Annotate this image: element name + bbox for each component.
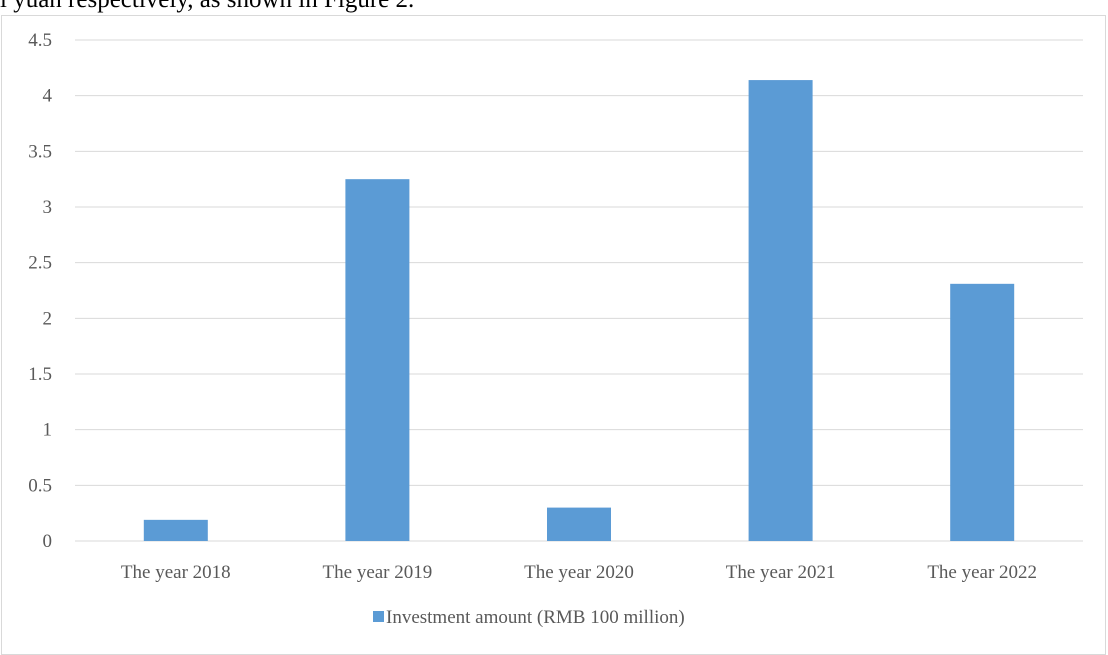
y-axis-tick-labels: 0 0.5 1 1.5 2 2.5 3 3.5 4 4.5 bbox=[28, 30, 52, 552]
y-tick-label: 2 bbox=[43, 308, 53, 329]
bar-the-year-2022 bbox=[950, 283, 1015, 541]
bar-the-year-2019 bbox=[345, 179, 410, 541]
y-tick-label: 4 bbox=[43, 86, 53, 107]
x-tick-label: The year 2019 bbox=[323, 562, 433, 583]
y-tick-label: 2.5 bbox=[28, 253, 52, 274]
y-tick-label: 1 bbox=[43, 420, 53, 441]
bar-the-year-2020 bbox=[547, 507, 611, 541]
x-tick-label: The year 2018 bbox=[121, 562, 231, 583]
y-tick-label: 0 bbox=[43, 531, 53, 552]
y-tick-label: 4.5 bbox=[28, 30, 52, 51]
bar-the-year-2021 bbox=[748, 80, 813, 541]
y-tick-label: 1.5 bbox=[28, 364, 52, 385]
gridlines bbox=[75, 39, 1083, 542]
x-axis-tick-labels: The year 2018 The year 2019 The year 2020 T… bbox=[121, 562, 1037, 583]
legend: Investment amount (RMB 100 million) bbox=[373, 607, 685, 628]
y-tick-label: 0.5 bbox=[28, 475, 52, 496]
y-tick-label: 3 bbox=[43, 197, 53, 218]
x-tick-label: The year 2022 bbox=[927, 562, 1037, 583]
x-tick-label: The year 2020 bbox=[524, 562, 634, 583]
bar-the-year-2018 bbox=[143, 519, 208, 541]
bars bbox=[143, 80, 1015, 541]
page-text-above-chart: l yuan respectively, as shown in Figure … bbox=[0, 0, 414, 14]
legend-label: Investment amount (RMB 100 million) bbox=[386, 607, 685, 628]
x-tick-label: The year 2021 bbox=[726, 562, 836, 583]
chart-frame bbox=[1, 15, 1106, 655]
y-tick-label: 3.5 bbox=[28, 141, 52, 162]
legend-swatch bbox=[373, 611, 384, 622]
